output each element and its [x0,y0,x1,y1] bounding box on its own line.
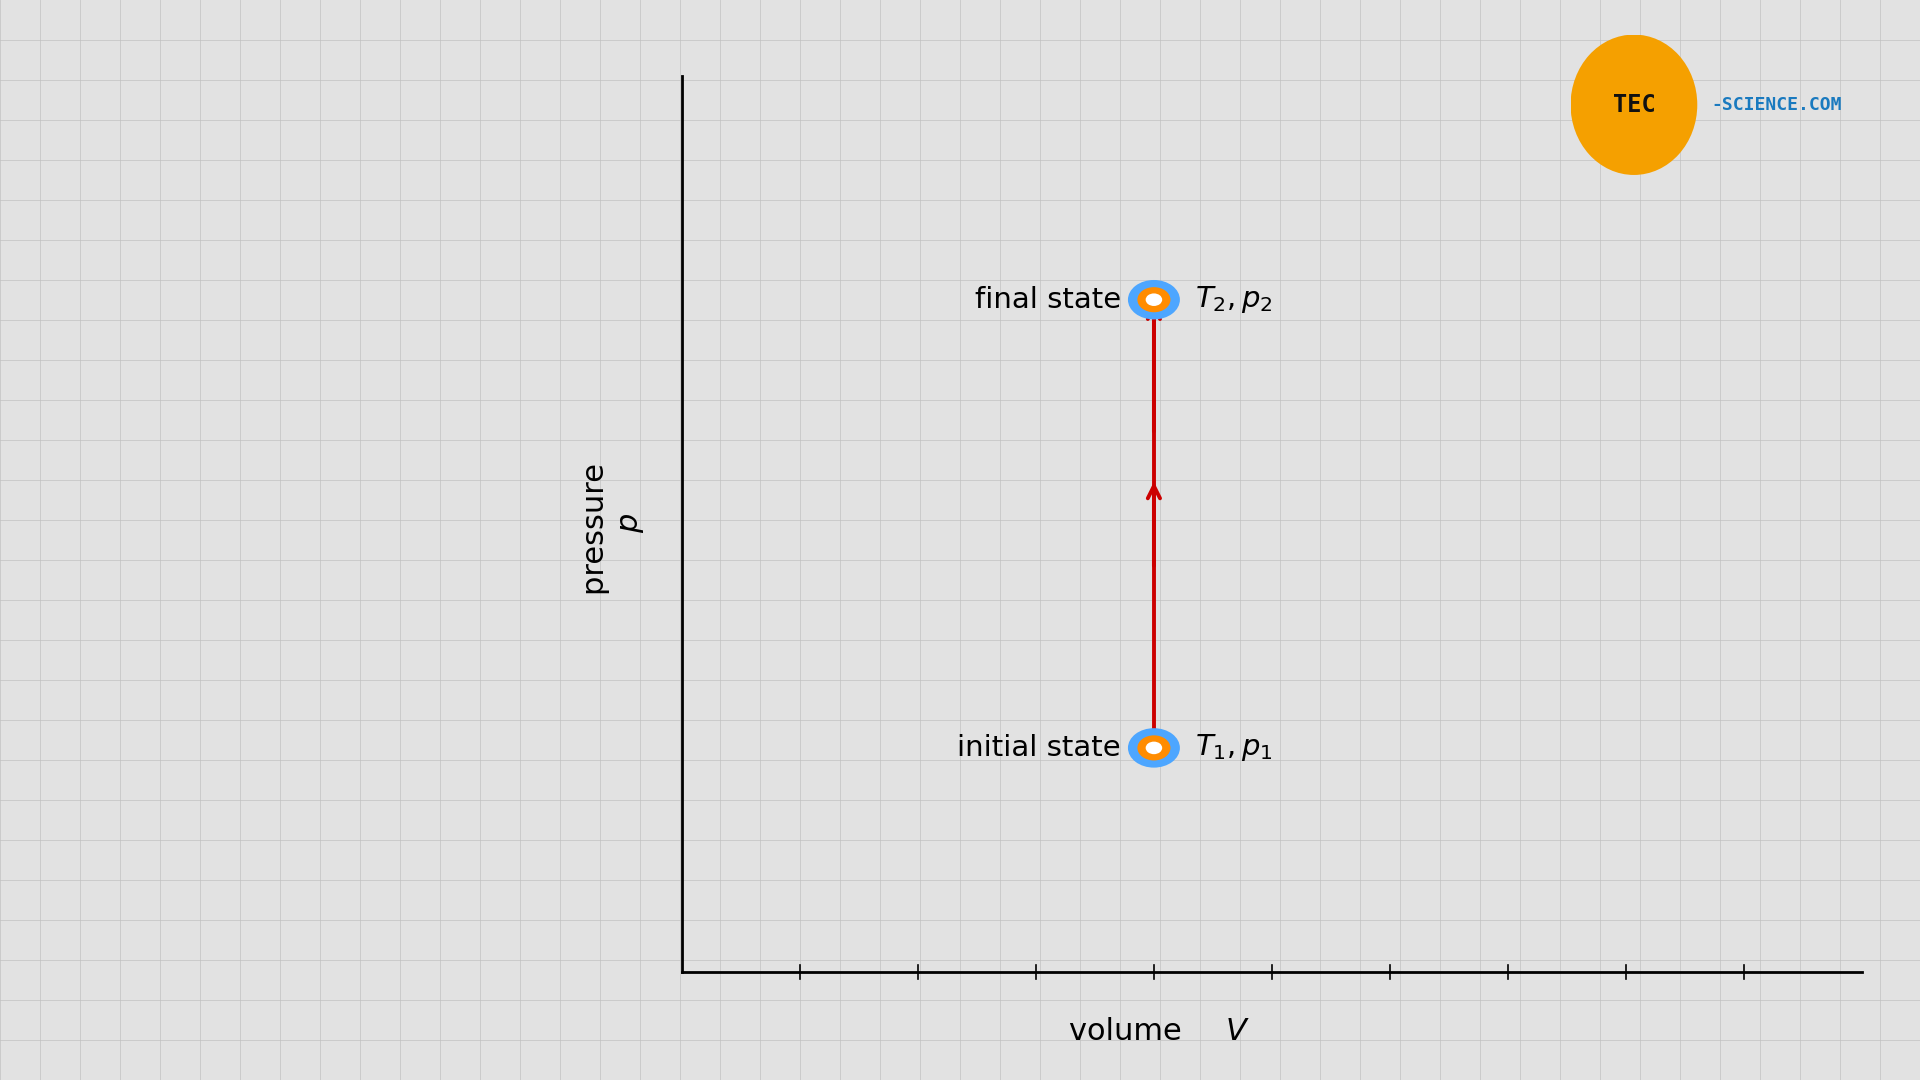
Text: p: p [614,514,645,534]
Text: $T_1, p_1$: $T_1, p_1$ [1196,732,1273,764]
Circle shape [1137,287,1171,312]
Text: initial state: initial state [958,734,1121,761]
Text: volume: volume [1069,1017,1192,1045]
Circle shape [1137,735,1171,760]
Text: -SCIENCE.COM: -SCIENCE.COM [1711,96,1841,113]
Circle shape [1146,294,1162,306]
Text: pressure: pressure [580,453,611,595]
Text: V: V [1225,1017,1246,1045]
Circle shape [1127,280,1181,320]
Text: $T_2, p_2$: $T_2, p_2$ [1196,284,1273,315]
Text: final state: final state [975,286,1121,313]
Circle shape [1127,728,1181,768]
Text: TEC: TEC [1613,93,1655,117]
Circle shape [1146,742,1162,754]
Ellipse shape [1571,35,1697,175]
